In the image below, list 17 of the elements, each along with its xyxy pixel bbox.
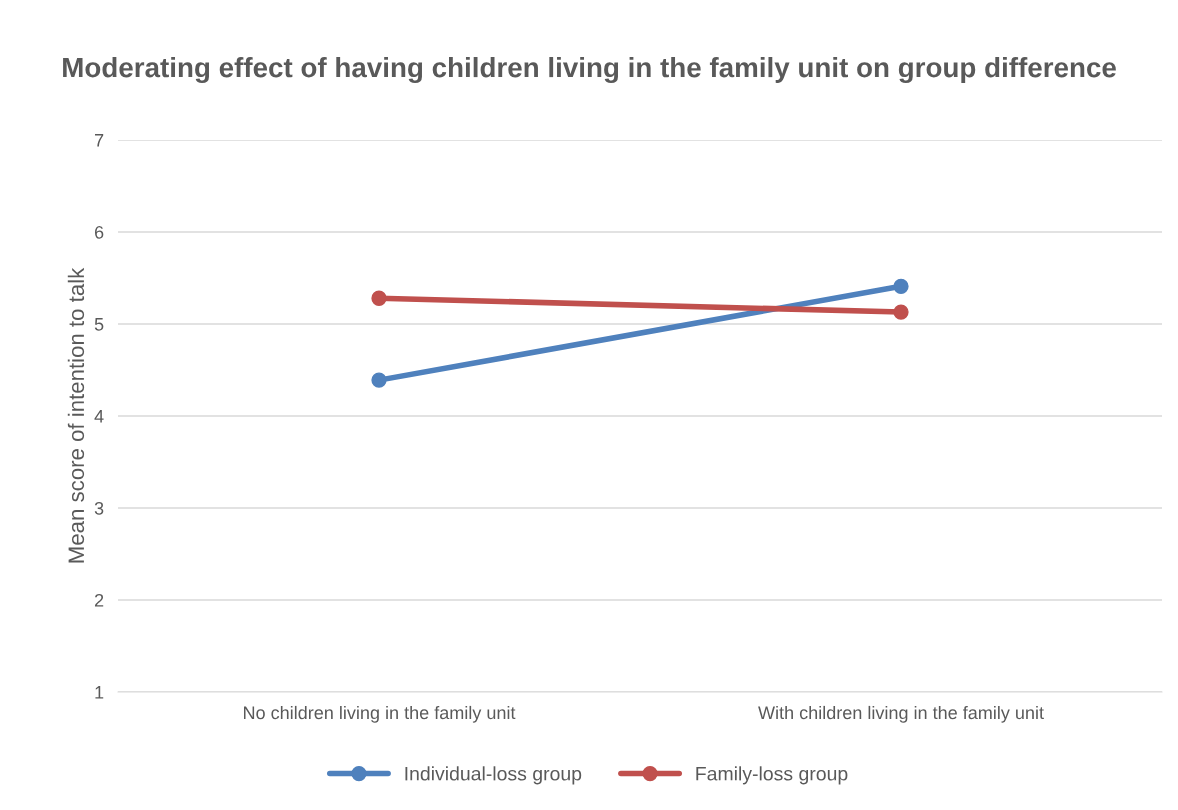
y-axis-title: Mean score of intention to talk [67,267,85,563]
x-tick-label: With children living in the family unit [758,705,1044,723]
point [371,290,387,306]
y-tick-label: 4 [94,410,104,423]
chart-title: Moderating effect of having children living in the family unit on group difference [63,56,1116,84]
point [371,372,387,388]
y-tick-label: 7 [95,134,104,147]
legend-label: Individual-loss group [405,766,582,785]
point [893,304,909,320]
y-tick-label: 3 [94,501,104,515]
point [893,278,909,294]
legend-label: Family-loss group [696,766,848,785]
y-tick-label: 1 [95,686,104,699]
y-tick-label: 5 [94,318,104,331]
y-tick-label: 2 [94,593,104,607]
y-tick-label: 6 [94,225,104,239]
x-tick-label: No children living in the family unit [244,705,516,723]
